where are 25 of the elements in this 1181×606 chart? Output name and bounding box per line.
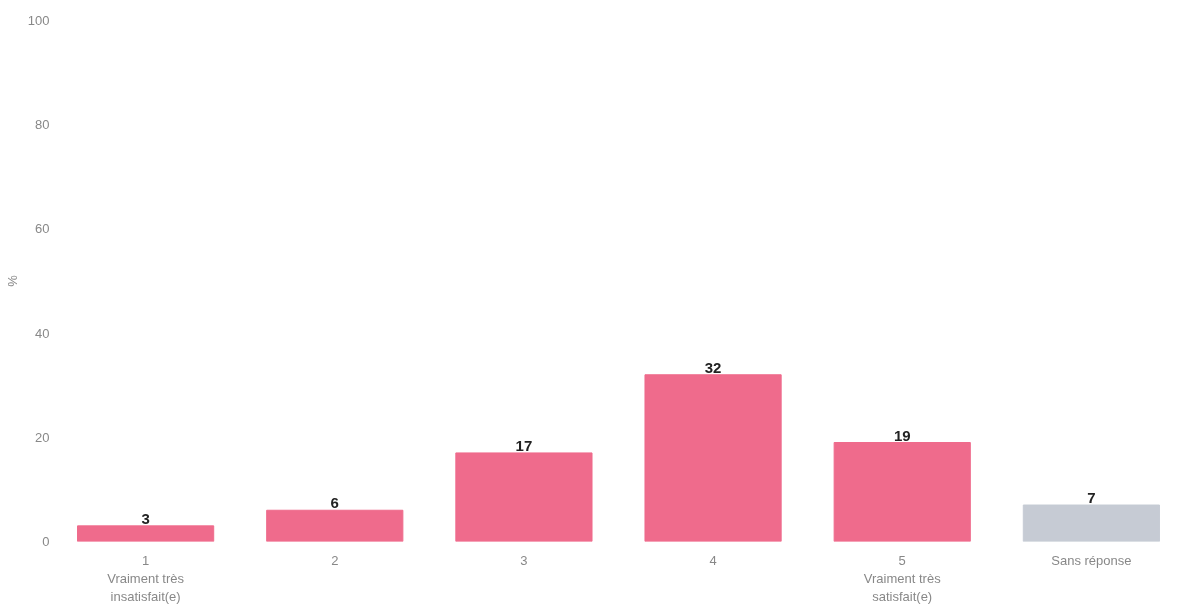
x-tick-label: 3 xyxy=(520,552,528,568)
bar xyxy=(644,374,782,542)
data-label: 17 xyxy=(515,436,533,454)
data-label: 32 xyxy=(704,358,722,376)
data-label: 6 xyxy=(330,494,339,512)
x-tick-label: 4 xyxy=(709,552,717,568)
x-tick-label: 1 Vraiment très insatisfait(e) xyxy=(107,552,185,604)
y-tick-label: 20 xyxy=(35,429,50,445)
y-tick-label: 60 xyxy=(35,221,50,237)
bar xyxy=(1022,504,1160,542)
y-tick-label: 100 xyxy=(27,13,50,28)
bar xyxy=(77,525,215,542)
data-label: 3 xyxy=(141,509,150,527)
y-axis-title: % xyxy=(4,274,20,287)
data-label: 7 xyxy=(1087,489,1096,507)
bar xyxy=(833,442,971,542)
x-tick-label: 5 Vraiment très satisfait(e) xyxy=(863,552,942,604)
data-label: 19 xyxy=(893,426,911,444)
bar xyxy=(266,509,404,542)
y-tick-label: 80 xyxy=(35,117,50,133)
bar xyxy=(455,452,593,542)
x-tick-label: 2 xyxy=(331,552,339,568)
y-tick-label: 0 xyxy=(42,534,50,549)
y-tick-label: 40 xyxy=(35,325,50,341)
x-tick-label: Sans réponse xyxy=(1051,552,1132,568)
